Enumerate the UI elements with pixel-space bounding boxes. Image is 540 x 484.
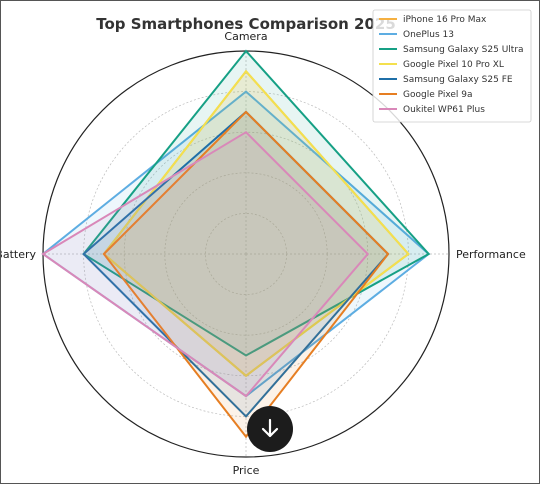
scroll-down-button[interactable] <box>247 406 293 452</box>
legend-entry: Samsung Galaxy S25 FE <box>403 75 513 85</box>
legend-entry: Samsung Galaxy S25 Ultra <box>403 45 524 55</box>
radar-series <box>41 49 431 439</box>
series-polygon-7 <box>41 130 370 398</box>
axis-label-battery: Battery <box>1 248 36 261</box>
legend-entry: iPhone 16 Pro Max <box>403 15 487 25</box>
axis-label-performance: Performance <box>456 248 526 261</box>
series-polygon-6 <box>102 110 390 439</box>
axis-labels: Camera Performance Price Battery <box>1 30 526 477</box>
axis-label-camera: Camera <box>224 30 267 43</box>
series-polygon-4 <box>102 69 410 378</box>
legend-entry: OnePlus 13 <box>403 30 454 40</box>
legend-entry: Oukitel WP61 Plus <box>403 105 485 115</box>
series-polygon-3 <box>82 49 431 357</box>
legend: iPhone 16 Pro Max OnePlus 13 Samsung Galax… <box>372 9 532 123</box>
legend-entry: Google Pixel 10 Pro XL <box>403 60 504 70</box>
axis-label-price: Price <box>233 464 260 477</box>
arrow-down-icon <box>261 418 279 438</box>
legend-box <box>372 9 532 123</box>
chart-title: Top Smartphones Comparison 2025 <box>96 15 396 33</box>
legend-entry: Google Pixel 9a <box>403 90 473 100</box>
